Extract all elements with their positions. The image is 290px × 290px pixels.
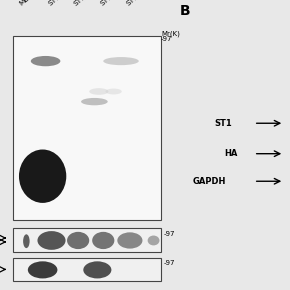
Text: MBP: MBP <box>18 0 34 7</box>
Ellipse shape <box>28 261 57 278</box>
Text: ST1S727: ST1S727 <box>125 0 154 7</box>
Ellipse shape <box>92 232 114 249</box>
Ellipse shape <box>117 232 142 249</box>
Ellipse shape <box>148 235 160 245</box>
Bar <box>13 258 161 281</box>
Bar <box>13 36 161 220</box>
Text: ST1: ST1 <box>214 119 232 128</box>
Text: ST1α: ST1α <box>47 0 65 7</box>
Text: -97: -97 <box>164 231 175 237</box>
Text: -97: -97 <box>164 260 175 267</box>
Text: HA: HA <box>224 149 238 158</box>
Text: -97: -97 <box>161 36 173 42</box>
Ellipse shape <box>67 232 89 249</box>
Ellipse shape <box>31 56 60 66</box>
Text: B: B <box>180 4 191 18</box>
Text: ST1β: ST1β <box>73 0 91 7</box>
Ellipse shape <box>19 150 66 203</box>
Ellipse shape <box>81 98 108 105</box>
Bar <box>13 228 161 252</box>
Ellipse shape <box>106 88 122 95</box>
Text: Mr(K): Mr(K) <box>161 30 180 37</box>
Ellipse shape <box>89 88 108 95</box>
Ellipse shape <box>103 57 139 65</box>
Ellipse shape <box>83 261 111 278</box>
Text: ST1Y701: ST1Y701 <box>99 0 127 7</box>
Ellipse shape <box>37 231 66 250</box>
Ellipse shape <box>23 234 30 248</box>
Text: GAPDH: GAPDH <box>193 177 226 186</box>
